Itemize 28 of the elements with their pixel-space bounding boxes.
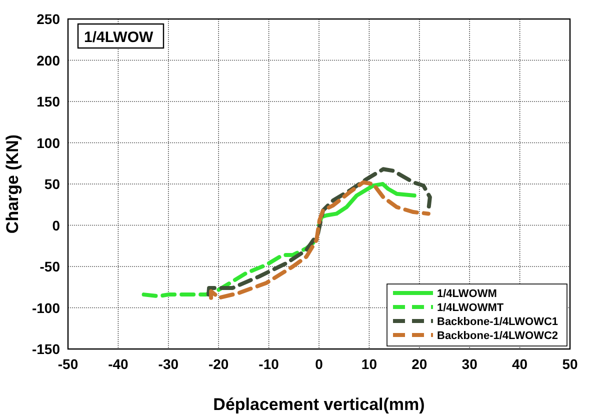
legend-label: Backbone-1/4LWOWC1	[437, 316, 558, 328]
y-tick-label: 200	[36, 52, 60, 68]
y-tick-label: 0	[52, 217, 60, 234]
x-tick-label: -20	[208, 356, 229, 372]
y-tick-label: -150	[32, 341, 60, 357]
y-tick-label: 50	[44, 176, 60, 192]
x-tick-label: 0	[315, 356, 324, 372]
line-series	[317, 182, 416, 228]
y-tick-label: -100	[32, 300, 60, 316]
x-axis-title: Déplacement vertical(mm)	[213, 395, 425, 414]
x-tick-label: -10	[258, 356, 280, 372]
x-tick-label: 40	[512, 356, 528, 372]
x-tick-label: 30	[462, 356, 478, 372]
x-tick-label: 50	[562, 356, 578, 372]
x-tick-label: -50	[58, 356, 78, 372]
legend-label: 1/4LWOWMT	[437, 302, 504, 314]
x-tick-label: 20	[412, 356, 428, 372]
y-axis-title: Charge (KN)	[3, 134, 22, 234]
annotation: 1/4LWOW	[84, 29, 154, 46]
x-tick-label: -40	[108, 356, 129, 372]
legend-label: Backbone-1/4LWOWC2	[437, 330, 558, 342]
legend-label: 1/4LWOWM	[437, 288, 497, 300]
y-tick-label: -50	[40, 258, 60, 274]
x-tick-label: -30	[158, 356, 179, 372]
x-tick-label: 10	[361, 356, 378, 372]
y-tick-label: 100	[36, 134, 60, 151]
y-tick-label: 250	[36, 11, 60, 27]
y-tick-label: 150	[36, 94, 60, 110]
